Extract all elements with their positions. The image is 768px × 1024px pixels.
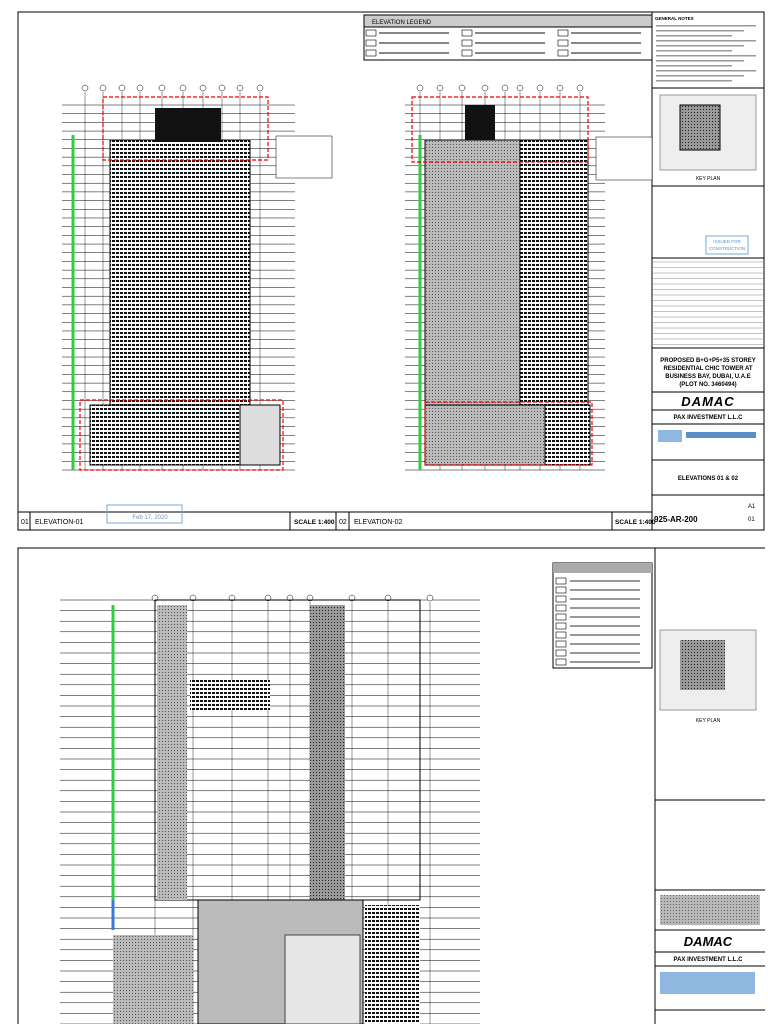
sheet-size: A1 <box>748 504 756 510</box>
legend-text <box>571 32 641 34</box>
revision: 01 <box>748 517 755 523</box>
legend-text <box>379 32 449 34</box>
legend-swatch <box>365 39 377 47</box>
grid-bubble <box>179 84 187 92</box>
legend-swatch <box>555 649 567 657</box>
grid-bubble <box>501 84 509 92</box>
legend-swatch <box>555 595 567 603</box>
view-scale: SCALE 1:400 <box>615 519 656 526</box>
legend-swatch <box>365 49 377 57</box>
legend-swatch <box>555 658 567 666</box>
grid-bubble <box>218 84 226 92</box>
note-line <box>656 25 756 27</box>
grid-bubble <box>118 84 126 92</box>
view-name: ELEVATION-01 <box>35 519 83 526</box>
legend-swatch <box>555 631 567 639</box>
grid-bubble <box>158 84 166 92</box>
legend-title: ELEVATION LEGEND <box>372 20 432 26</box>
grid-bubble <box>199 84 207 92</box>
legend-swatch <box>555 604 567 612</box>
legend-text <box>379 42 449 44</box>
notes-title: GENERAL NOTES <box>655 16 694 21</box>
grid-bubble <box>458 84 466 92</box>
grid-bubble <box>481 84 489 92</box>
key-plan-label: KEY PLAN <box>696 176 721 182</box>
legend-text <box>571 52 641 54</box>
note-line <box>656 50 732 52</box>
legend-swatch <box>557 39 569 47</box>
note-line <box>656 45 744 47</box>
grid-bubble <box>81 84 89 92</box>
view-name: ELEVATION-02 <box>354 519 402 526</box>
note-line <box>656 55 756 57</box>
legend-swatch <box>555 586 567 594</box>
note-line <box>656 70 756 72</box>
client-name: PAX INVESTMENT L.L.C <box>674 415 744 421</box>
legend-text <box>570 652 640 654</box>
grid-bubble <box>99 84 107 92</box>
grid-bubble <box>556 84 564 92</box>
legend-swatch <box>461 49 473 57</box>
sheet-frame <box>17 11 765 531</box>
grid-bubble <box>576 84 584 92</box>
note-line <box>656 60 744 62</box>
key-plan-label: KEY PLAN <box>696 718 721 724</box>
grid-bubble <box>236 84 244 92</box>
grid-bubble <box>416 84 424 92</box>
note-line <box>656 35 732 37</box>
drawing-title: ELEVATIONS 01 & 02 <box>678 476 739 482</box>
legend-swatch <box>461 29 473 37</box>
legend-text <box>475 52 545 54</box>
client-logo: DAMAC <box>684 934 733 949</box>
project-title: RESIDENTIAL CHIC TOWER AT <box>663 366 752 372</box>
stamp: ISSUED FOR <box>713 239 741 244</box>
legend-text <box>570 661 640 663</box>
legend-swatch <box>555 622 567 630</box>
view-scale: SCALE 1:400 <box>294 519 335 526</box>
legend-swatch <box>555 613 567 621</box>
client-name: PAX INVESTMENT L.L.C <box>674 957 744 963</box>
legend-swatch <box>365 29 377 37</box>
legend-swatch <box>461 39 473 47</box>
legend-text <box>475 42 545 44</box>
legend-text <box>475 32 545 34</box>
legend-swatch <box>557 49 569 57</box>
legend-text <box>570 634 640 636</box>
view-number: 01 <box>21 519 29 526</box>
legend-text <box>570 643 640 645</box>
legend-text <box>571 42 641 44</box>
stamp: CONSTRUCTION <box>709 246 745 251</box>
grid-bubble <box>426 594 434 602</box>
date-stamp: Feb 17, 2020 <box>132 515 168 521</box>
legend-swatch <box>557 29 569 37</box>
legend-text <box>379 52 449 54</box>
grid-bubble <box>436 84 444 92</box>
legend-swatch <box>555 577 567 585</box>
legend-text <box>570 607 640 609</box>
grid-bubble <box>536 84 544 92</box>
view-number: 02 <box>339 519 347 526</box>
note-line <box>656 75 744 77</box>
client-logo: DAMAC <box>681 394 734 409</box>
grid-bubble <box>256 84 264 92</box>
legend-text <box>570 589 640 591</box>
drawing-number: 925-AR-200 <box>654 515 698 524</box>
note-line <box>656 65 732 67</box>
legend-text <box>570 625 640 627</box>
project-title: (PLOT NO. 3460494) <box>679 382 736 388</box>
project-title: BUSINESS BAY, DUBAI, U.A.E <box>665 374 750 380</box>
legend-text <box>570 616 640 618</box>
note-line <box>656 80 732 82</box>
legend-text <box>570 580 640 582</box>
grid-bubble <box>136 84 144 92</box>
note-line <box>656 30 744 32</box>
view-labels: 01 ELEVATION-01 SCALE 1:400 02 ELEVATION… <box>21 519 656 526</box>
grid-bubble <box>516 84 524 92</box>
legend-text <box>570 598 640 600</box>
note-line <box>656 40 756 42</box>
legend-swatch <box>555 640 567 648</box>
project-title: PROPOSED B+G+P5+35 STOREY <box>660 358 755 364</box>
